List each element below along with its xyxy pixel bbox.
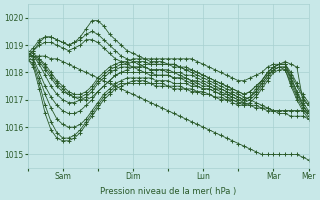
X-axis label: Pression niveau de la mer( hPa ): Pression niveau de la mer( hPa ) [100,187,236,196]
